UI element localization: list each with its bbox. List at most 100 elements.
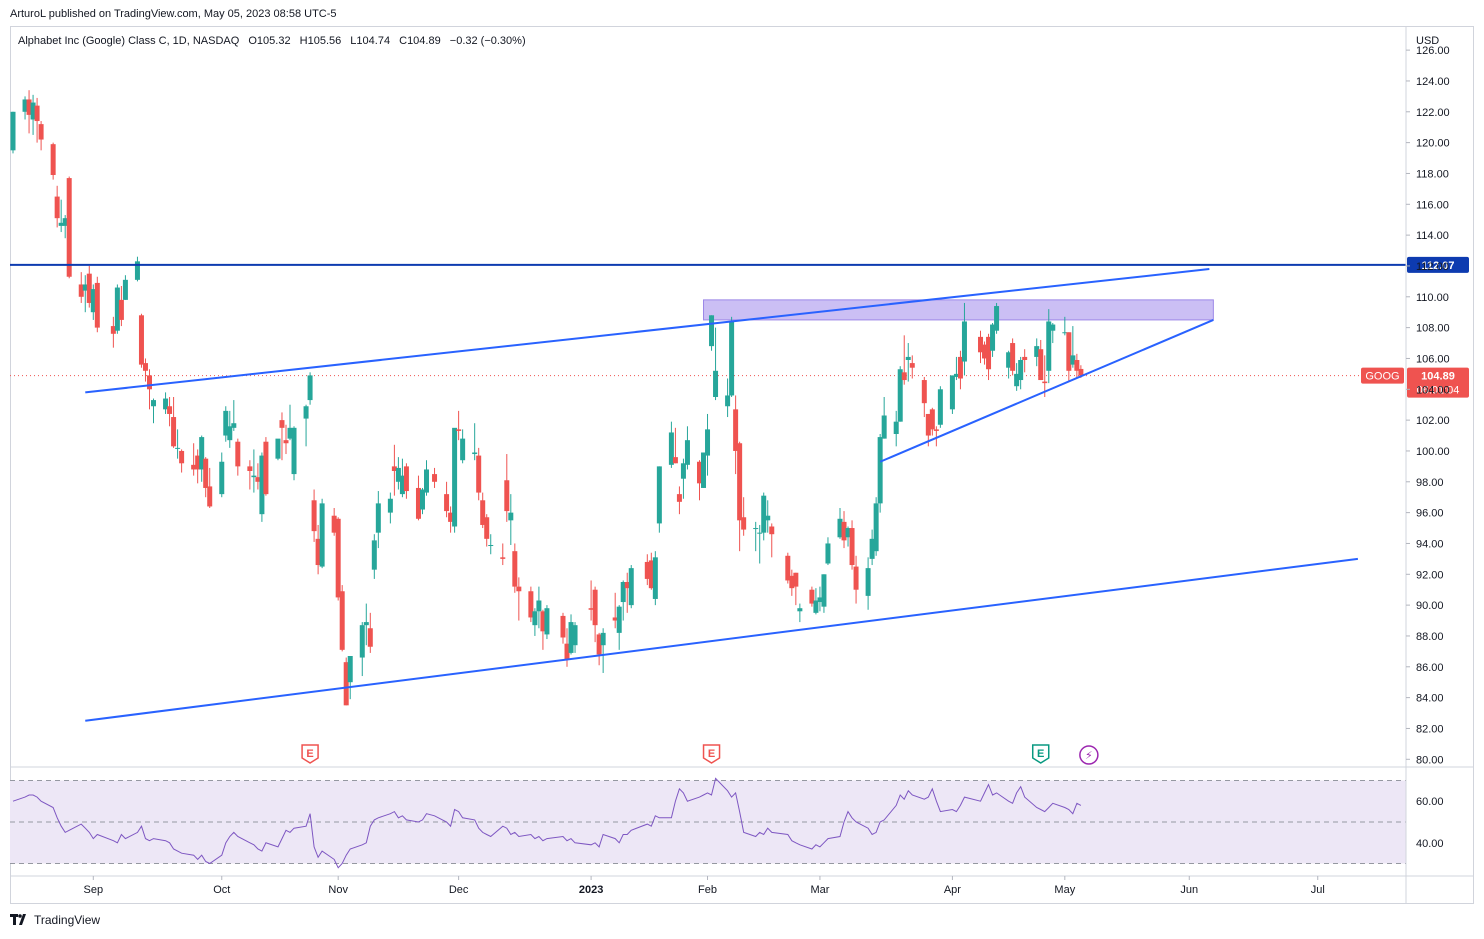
candle-body [652, 557, 658, 599]
last-price-tag [1407, 367, 1469, 398]
tradingview-logo-icon [10, 914, 26, 925]
candle-body [488, 545, 494, 546]
candle-body [303, 406, 309, 419]
rsi-tick-label: 60.00 [1416, 796, 1444, 808]
candle-body [142, 363, 148, 371]
candle-body [30, 102, 36, 120]
y-tick-label: 84.00 [1416, 693, 1444, 705]
y-tick-label: 98.00 [1416, 477, 1444, 489]
y-tick-label: 116.00 [1416, 199, 1449, 211]
candle-body [146, 375, 152, 390]
candle-body [560, 615, 566, 638]
rsi-line [12, 777, 1082, 869]
candle-body [644, 561, 650, 579]
split-marker-icon[interactable]: ⚡ [1079, 745, 1099, 765]
candle-body [616, 606, 622, 633]
y-tick-label: 110.00 [1416, 292, 1449, 304]
candle-body [809, 589, 815, 604]
candle-body [1014, 373, 1020, 387]
x-tick-label: Nov [328, 884, 348, 896]
y-tick-label: 112.00 [1416, 261, 1449, 273]
candle-body [456, 429, 462, 431]
candle-body [480, 500, 486, 525]
candle-body [444, 494, 450, 512]
y-tick-label: 94.00 [1416, 538, 1444, 550]
candle-body [953, 373, 959, 377]
candle-body [865, 568, 871, 596]
candle-body [58, 222, 64, 226]
candle-body [1018, 360, 1024, 381]
candle-body [275, 438, 281, 459]
candle-body [138, 315, 144, 365]
candle-body [66, 178, 72, 277]
y-tick-label: 108.00 [1416, 323, 1450, 335]
candle-body [448, 512, 454, 522]
candle-body [1062, 332, 1068, 334]
legend-change: −0.32 (−0.30%) [449, 35, 526, 47]
candle-body [672, 457, 678, 464]
candle-body [648, 560, 654, 589]
x-tick-label: Apr [944, 884, 961, 896]
candle-body [957, 356, 963, 379]
candle-body [118, 299, 124, 320]
candle-body [311, 500, 317, 532]
x-tick-label: 2023 [579, 884, 603, 896]
earnings-marker-icon[interactable]: E [301, 744, 319, 764]
candle-body [484, 517, 490, 539]
candle-body [508, 512, 514, 521]
trendline [85, 557, 1359, 722]
x-tick-label: Mar [810, 884, 829, 896]
y-tick-label: 80.00 [1416, 754, 1444, 766]
candle-body [821, 574, 827, 607]
y-tick-label: 114.00 [1416, 230, 1449, 242]
candle-body [853, 566, 859, 590]
candle-body [929, 409, 935, 430]
candle-body [291, 427, 297, 475]
y-tick-label: 102.00 [1416, 415, 1450, 427]
candle-body [532, 611, 538, 626]
candle-body [50, 144, 56, 175]
candle-body [335, 518, 341, 598]
candle-body [191, 464, 197, 470]
candle-body [536, 600, 542, 612]
candle-body [785, 555, 791, 581]
resistance-zone-layer [10, 299, 1406, 377]
candle-body [207, 486, 213, 507]
candle-body [179, 450, 185, 464]
candle-body [978, 336, 984, 353]
symbol-tag [1361, 367, 1404, 384]
candle-body [628, 568, 634, 606]
y-tick-label: 96.00 [1416, 508, 1444, 520]
candle-body [391, 466, 397, 471]
candle-body [283, 440, 289, 444]
candle-body [564, 643, 570, 660]
tradingview-brand[interactable]: TradingView [10, 913, 100, 927]
candle-body [403, 466, 409, 492]
candle-body [624, 582, 630, 589]
earnings-marker-icon[interactable]: E [1031, 744, 1050, 764]
candle-body [504, 480, 510, 512]
x-tick-label: Dec [449, 884, 469, 896]
last-price-label: 104.89 [1421, 371, 1455, 383]
legend-close: C104.89 [399, 35, 441, 47]
brand-label: TradingView [34, 913, 101, 927]
candle-body [163, 398, 169, 410]
legend-open: O105.32 [248, 35, 291, 47]
chart-frame [10, 26, 1474, 904]
candle-body [1066, 332, 1072, 371]
y-tick-label: 88.00 [1416, 631, 1444, 643]
candle-body [1034, 346, 1040, 357]
split-marker-label: ⚡ [1085, 749, 1093, 762]
y-tick-label: 122.00 [1416, 107, 1450, 119]
candle-body [817, 597, 823, 603]
y-tick-label: 126.00 [1416, 45, 1450, 57]
candle-body [1070, 355, 1076, 365]
y-tick-label: 120.00 [1416, 138, 1450, 150]
earnings-marker-icon[interactable]: E [702, 744, 721, 764]
candle-body [982, 344, 988, 359]
candle-body [167, 406, 173, 414]
y-tick-label: 124.00 [1416, 76, 1450, 88]
candle-body [347, 656, 353, 683]
candle-body [86, 273, 92, 303]
